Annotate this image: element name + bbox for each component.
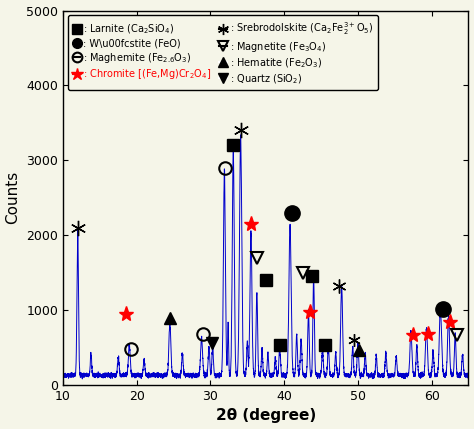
X-axis label: 2θ (degree): 2θ (degree) (216, 408, 316, 423)
Y-axis label: Counts: Counts (6, 171, 20, 224)
Legend: : Larnite (Ca$_2$SiO$_4$), : W\u00fcstite (FeO), : Maghemite (Fe$_{2.6}$O$_3$), : : Larnite (Ca$_2$SiO$_4$), : W\u00fcstit… (68, 15, 378, 91)
